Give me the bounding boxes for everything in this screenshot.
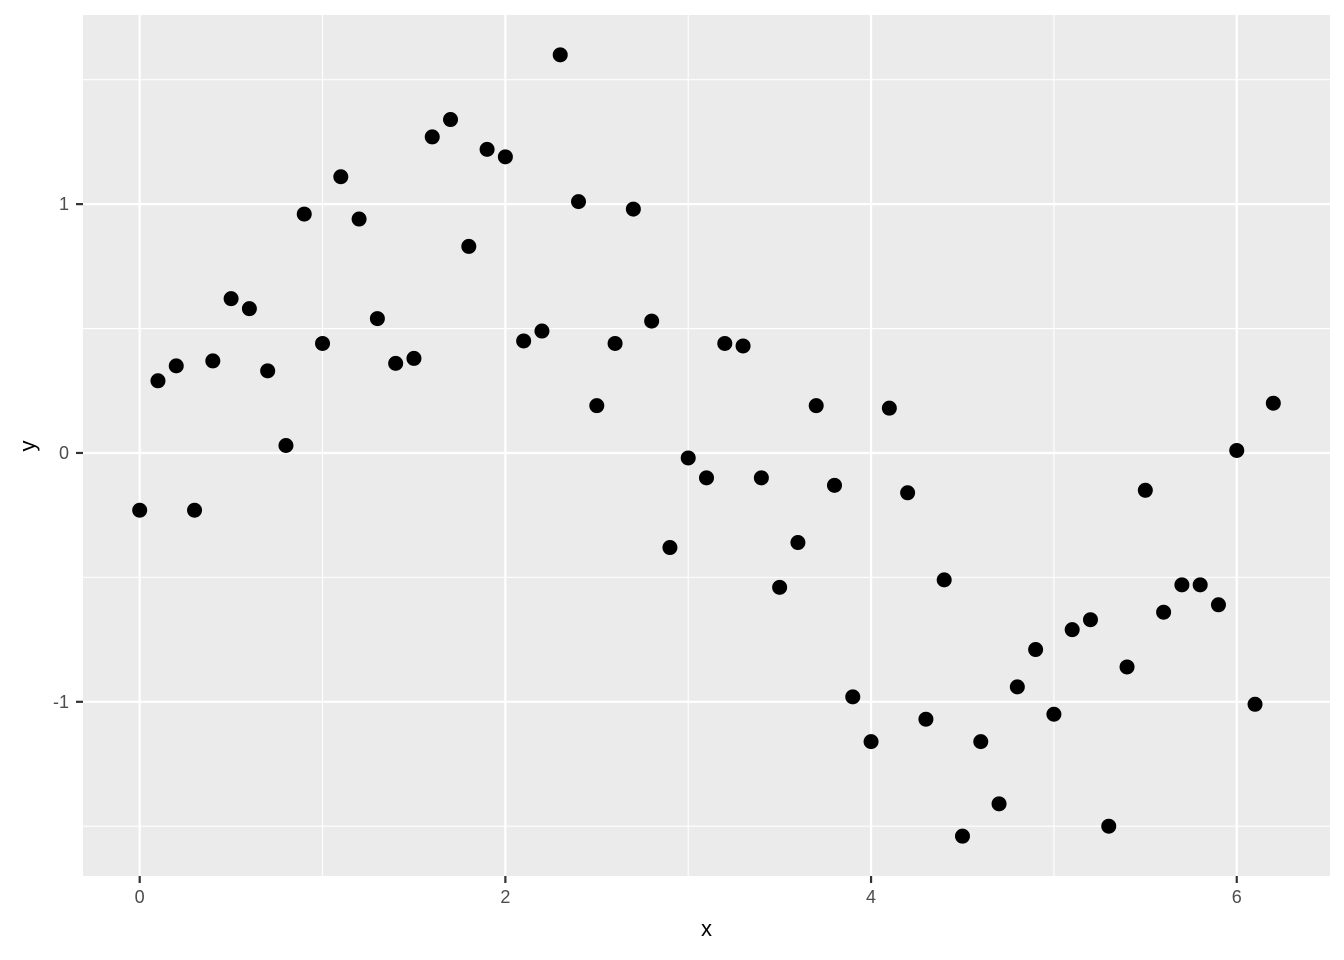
- data-point: [552, 47, 568, 63]
- y-axis-tick-label: 1: [58, 194, 69, 215]
- data-point: [1247, 696, 1263, 712]
- data-point: [150, 373, 166, 389]
- data-point: [699, 470, 714, 486]
- data-point: [900, 485, 916, 501]
- data-point: [1028, 642, 1044, 658]
- y-axis-tick-label: -1: [52, 691, 69, 712]
- data-point: [790, 535, 806, 551]
- data-point: [1119, 659, 1135, 675]
- minor-gridlines: [83, 15, 1330, 876]
- data-point: [223, 291, 239, 307]
- data-point: [991, 796, 1007, 812]
- data-point: [315, 335, 331, 351]
- data-point: [1229, 442, 1245, 458]
- data-point: [1082, 612, 1098, 628]
- data-point: [1192, 577, 1208, 593]
- x-axis-title: x: [701, 916, 712, 941]
- data-point: [644, 313, 660, 329]
- data-point: [168, 358, 184, 374]
- data-point: [863, 734, 879, 750]
- data-point: [333, 169, 349, 185]
- data-point: [772, 579, 788, 595]
- major-gridlines: [83, 15, 1330, 876]
- data-point: [1046, 706, 1062, 722]
- data-point: [589, 398, 605, 414]
- x-axis-tick-label: 0: [134, 887, 145, 907]
- x-axis-tick-label: 4: [866, 887, 877, 907]
- x-axis-tick-label: 6: [1231, 887, 1242, 907]
- data-point: [808, 398, 824, 414]
- data-point: [296, 206, 312, 222]
- panel-background: [83, 15, 1330, 876]
- data-point: [973, 734, 989, 750]
- data-point: [954, 828, 970, 844]
- data-point: [662, 540, 678, 556]
- data-point: [260, 363, 276, 379]
- data-point: [497, 149, 513, 165]
- data-point: [1101, 818, 1117, 834]
- data-point: [571, 194, 587, 210]
- y-axis-title: y: [15, 440, 40, 451]
- data-point: [753, 470, 769, 486]
- data-point: [369, 311, 385, 327]
- x-axis-tick-label: 2: [500, 887, 511, 907]
- data-point: [443, 112, 459, 128]
- data-point: [1156, 604, 1172, 620]
- y-axis-tick-label: 0: [58, 442, 69, 463]
- data-point: [918, 711, 934, 727]
- data-point: [278, 438, 294, 453]
- data-point: [607, 335, 623, 351]
- data-point: [1210, 597, 1226, 613]
- data-point: [735, 338, 751, 354]
- data-point: [187, 502, 203, 518]
- data-point: [680, 450, 696, 466]
- data-point: [845, 689, 861, 705]
- data-point: [1174, 577, 1190, 593]
- data-point: [625, 201, 641, 217]
- data-point: [241, 301, 257, 317]
- data-point: [424, 129, 440, 145]
- data-point: [388, 355, 404, 371]
- data-point: [1265, 395, 1281, 411]
- data-point: [205, 353, 221, 369]
- data-point: [406, 350, 422, 366]
- data-point: [717, 335, 733, 351]
- data-point: [826, 477, 842, 493]
- data-point: [479, 141, 495, 157]
- axis-tick-marks: [76, 203, 1238, 883]
- data-point: [351, 211, 367, 227]
- data-point: [516, 333, 532, 349]
- data-points: [132, 47, 1281, 844]
- data-point: [881, 400, 897, 416]
- data-point: [132, 502, 148, 518]
- data-point: [1137, 482, 1153, 498]
- data-point: [461, 238, 477, 254]
- data-point: [1009, 679, 1025, 695]
- data-point: [936, 572, 952, 588]
- data-point: [534, 323, 550, 339]
- data-point: [1064, 622, 1080, 638]
